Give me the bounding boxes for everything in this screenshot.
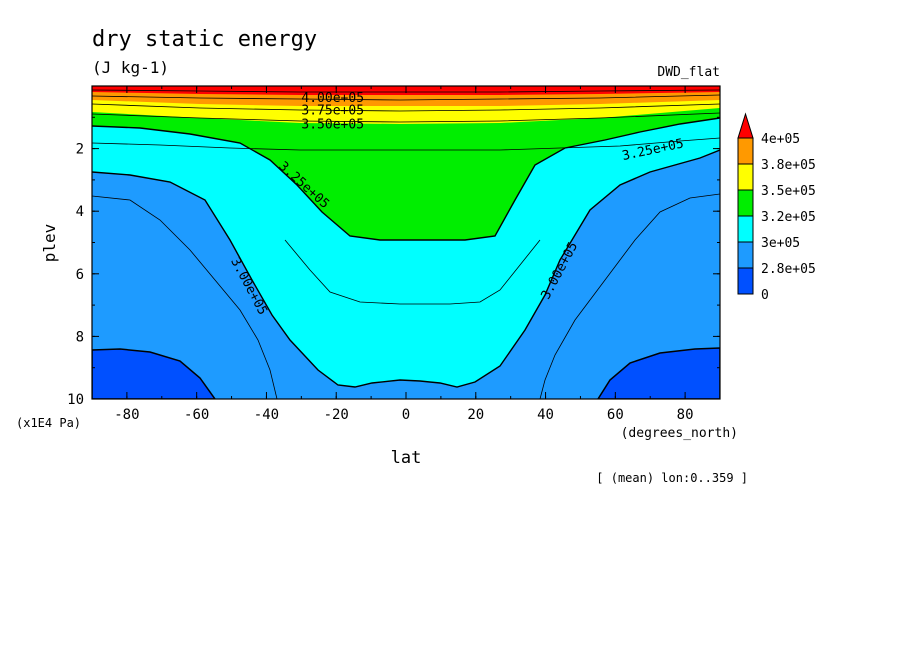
colorbar-arrow <box>737 112 754 139</box>
colorbar-box <box>737 267 754 295</box>
x-tick-label: 0 <box>402 407 410 423</box>
contour-label: 4.00e+05 <box>301 91 364 106</box>
colorbar-label: 3.2e+05 <box>761 210 816 225</box>
x-tick-label: 80 <box>677 407 694 423</box>
colorbar-label: 4e+05 <box>761 132 800 147</box>
colorbar-label: 0 <box>761 288 769 303</box>
colorbar-label: 3.8e+05 <box>761 158 816 173</box>
footer-note: [ (mean) lon:0..359 ] <box>596 471 748 485</box>
x-tick-label: 20 <box>467 407 484 423</box>
contour-lines <box>92 89 720 399</box>
y-tick-label: 2 <box>76 142 84 158</box>
colorbar-box <box>737 163 754 191</box>
plot-area: 4.00e+053.75e+053.50e+053.25e+053.00e+05… <box>67 85 721 423</box>
x-axis: -80 -60 -40 -20 0 20 40 60 80 <box>91 86 721 423</box>
contour-label: 3.50e+05 <box>301 118 364 133</box>
y-tick-label: 8 <box>76 329 84 345</box>
region-bottom-right <box>597 347 720 399</box>
colorbar-label: 2.8e+05 <box>761 262 816 277</box>
region-level-3 <box>92 86 720 240</box>
x-tick-label: 40 <box>537 407 554 423</box>
chart-units: (J kg-1) <box>92 58 169 77</box>
dataset-label: DWD_flat <box>657 65 720 80</box>
y-axis-label: plev <box>40 224 59 263</box>
colorbar-box <box>737 137 754 165</box>
x-tick-label: -20 <box>324 407 349 423</box>
y-tick-label: 10 <box>67 392 84 408</box>
region-bottom-left <box>92 348 216 399</box>
y-axis-units: (x1E4 Pa) <box>16 416 81 430</box>
colorbar-box <box>737 215 754 243</box>
colorbar-label: 3e+05 <box>761 236 800 251</box>
colorbar: 4e+05 3.8e+05 3.5e+05 3.2e+05 3e+05 2.8e+05 0 <box>737 112 816 303</box>
chart-title: dry static energy <box>92 27 317 52</box>
colorbar-box <box>737 241 754 269</box>
colorbar-box <box>737 189 754 217</box>
x-axis-units: (degrees_north) <box>621 426 738 441</box>
x-tick-label: -60 <box>184 407 209 423</box>
x-tick-label: 60 <box>607 407 624 423</box>
y-axis: 2 4 6 8 10 <box>67 116 720 408</box>
y-tick-label: 6 <box>76 267 84 283</box>
x-tick-label: -40 <box>254 407 279 423</box>
colorbar-label: 3.5e+05 <box>761 184 816 199</box>
x-axis-label: lat <box>391 448 422 468</box>
x-tick-label: -80 <box>114 407 139 423</box>
y-tick-label: 4 <box>76 204 84 220</box>
contour-label: 3.75e+05 <box>301 103 364 118</box>
